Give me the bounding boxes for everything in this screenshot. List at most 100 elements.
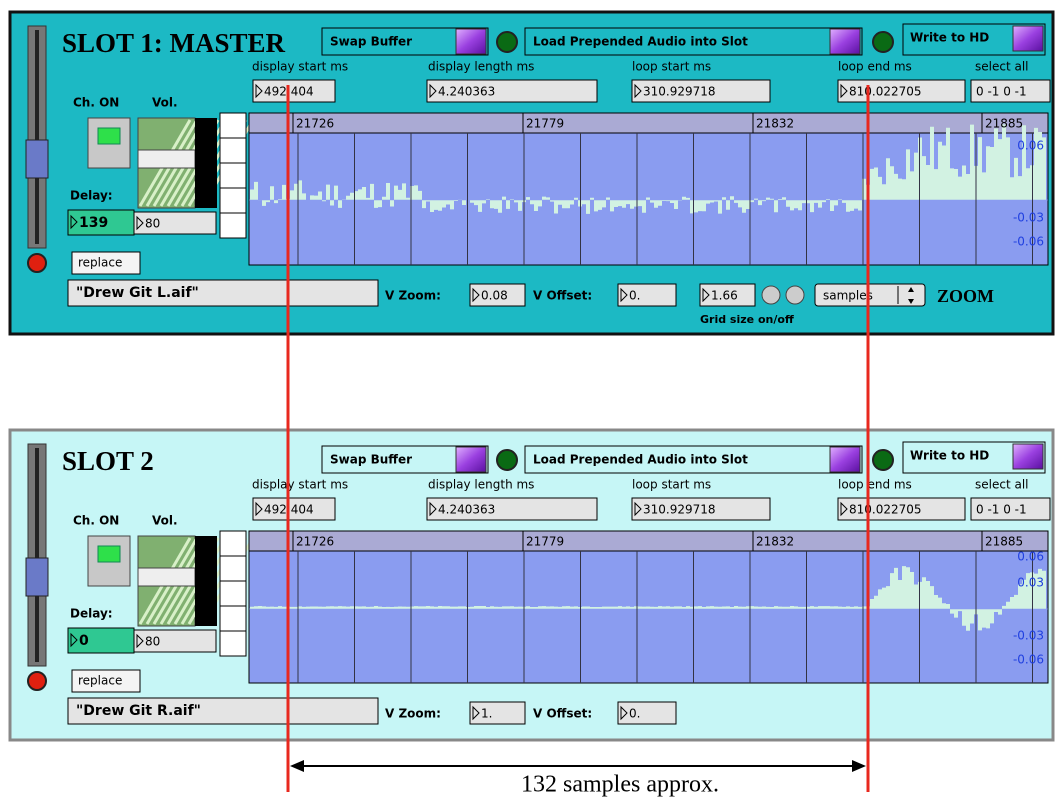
purple-button[interactable] xyxy=(830,29,860,54)
purple-button[interactable] xyxy=(456,447,486,472)
ruler-label: 21726 xyxy=(296,535,334,549)
swap-buffer-label: Swap Buffer xyxy=(330,453,412,467)
record-button[interactable] xyxy=(28,672,46,690)
v-offset-label: V Offset: xyxy=(533,707,592,721)
record-button[interactable] xyxy=(28,254,46,272)
v-zoom-box-value: 0.08 xyxy=(481,289,508,303)
write-hd-label: Write to HD xyxy=(910,31,989,45)
number-box-value: 4.240363 xyxy=(438,85,495,99)
panels: SLOT 1: MASTER Swap Buffer Load Prepended … xyxy=(10,12,1053,740)
field-label: display start ms xyxy=(252,60,348,74)
ruler-label: 21885 xyxy=(985,117,1023,131)
channel-led xyxy=(98,546,120,562)
number-box-value: 810.022705 xyxy=(849,503,922,517)
slot-title: SLOT 2 xyxy=(62,446,154,476)
ruler-label: 21885 xyxy=(985,535,1023,549)
scale-label: 0.03 xyxy=(1017,576,1044,590)
number-box-value: 310.929718 xyxy=(643,85,716,99)
scale-label: -0.06 xyxy=(1013,235,1044,249)
vol-label: Vol. xyxy=(152,96,178,110)
purple-button[interactable] xyxy=(1013,26,1043,51)
green-led[interactable] xyxy=(497,32,517,52)
v-zoom-label: V Zoom: xyxy=(385,707,441,721)
grid-size-label: Grid size on/off xyxy=(700,313,794,326)
grid-mode: samples xyxy=(823,289,873,303)
v-offset-box-value: 0. xyxy=(629,707,640,721)
select-all-value: 0 -1 0 -1 xyxy=(976,85,1027,99)
number-box-value: 810.022705 xyxy=(849,85,922,99)
replace-label: replace xyxy=(78,674,122,688)
ruler-label: 21779 xyxy=(526,535,564,549)
number-box-value: 4.240363 xyxy=(438,503,495,517)
meter xyxy=(195,536,217,626)
filename: "Drew Git R.aif" xyxy=(76,703,201,719)
write-hd-label: Write to HD xyxy=(910,449,989,463)
v-offset-label: V Offset: xyxy=(533,289,592,303)
ch-on-label: Ch. ON xyxy=(73,96,119,110)
load-prepended-label: Load Prepended Audio into Slot xyxy=(533,35,748,49)
grid-toggle[interactable] xyxy=(786,286,804,304)
channel-led xyxy=(98,128,120,144)
scale-label: -0.06 xyxy=(1013,653,1044,667)
zoom-label: ZOOM xyxy=(937,286,994,306)
slider-knob[interactable] xyxy=(26,140,48,178)
grid-size-box-value: 1.66 xyxy=(711,289,738,303)
select-all-value: 0 -1 0 -1 xyxy=(976,503,1027,517)
field-label: display length ms xyxy=(428,60,534,74)
field-label: display start ms xyxy=(252,478,348,492)
tool-bar xyxy=(220,531,246,656)
scale-label: -0.03 xyxy=(1013,211,1044,225)
purple-button[interactable] xyxy=(456,29,486,54)
green-led[interactable] xyxy=(497,450,517,470)
ruler xyxy=(249,531,1048,551)
filename: "Drew Git L.aif" xyxy=(76,285,199,301)
v-zoom-label: V Zoom: xyxy=(385,289,441,303)
ruler-label: 21832 xyxy=(756,117,794,131)
delay-value: 139 xyxy=(79,215,108,231)
scale-label: 0.06 xyxy=(1017,550,1044,564)
purple-button[interactable] xyxy=(830,447,860,472)
field-label: select all xyxy=(975,478,1029,492)
slider-groove xyxy=(35,30,39,244)
delay-label: Delay: xyxy=(70,189,113,203)
ruler-label: 21726 xyxy=(296,117,334,131)
green-led[interactable] xyxy=(873,450,893,470)
swap-buffer-label: Swap Buffer xyxy=(330,35,412,49)
meter xyxy=(195,118,217,208)
delay-value: 0 xyxy=(79,633,89,649)
ruler xyxy=(249,113,1048,133)
purple-button[interactable] xyxy=(1013,444,1043,469)
vol-number-value: 80 xyxy=(145,217,160,231)
vol-label: Vol. xyxy=(152,514,178,528)
field-label: display length ms xyxy=(428,478,534,492)
v-zoom-box[interactable] xyxy=(470,702,525,724)
vol-knob xyxy=(138,568,195,586)
grid-toggle[interactable] xyxy=(762,286,780,304)
slider-groove xyxy=(35,448,39,662)
v-offset-box-value: 0. xyxy=(629,289,640,303)
v-zoom-box-value: 1. xyxy=(481,707,492,721)
scale-label: 0.06 xyxy=(1017,139,1044,153)
field-label: loop end ms xyxy=(838,60,912,74)
number-box-value: 310.929718 xyxy=(643,503,716,517)
field-label: loop end ms xyxy=(838,478,912,492)
slot-title: SLOT 1: MASTER xyxy=(62,28,286,58)
delay-label: Delay: xyxy=(70,607,113,621)
arrow-head xyxy=(290,760,304,772)
ruler-label: 21832 xyxy=(756,535,794,549)
vol-number-value: 80 xyxy=(145,635,160,649)
screenshot: SLOT 1: MASTER Swap Buffer Load Prepended … xyxy=(0,0,1059,805)
scale-label: -0.03 xyxy=(1013,629,1044,643)
arrow-head xyxy=(852,760,866,772)
slider-knob[interactable] xyxy=(26,558,48,596)
field-label: loop start ms xyxy=(632,60,711,74)
ch-on-label: Ch. ON xyxy=(73,514,119,528)
replace-label: replace xyxy=(78,256,122,270)
load-prepended-label: Load Prepended Audio into Slot xyxy=(533,453,748,467)
vol-knob xyxy=(138,150,195,168)
tool-bar xyxy=(220,113,246,238)
ruler-label: 21779 xyxy=(526,117,564,131)
green-led[interactable] xyxy=(873,32,893,52)
annotation: 132 samples approx. xyxy=(521,772,719,798)
delay-box[interactable] xyxy=(68,628,134,653)
